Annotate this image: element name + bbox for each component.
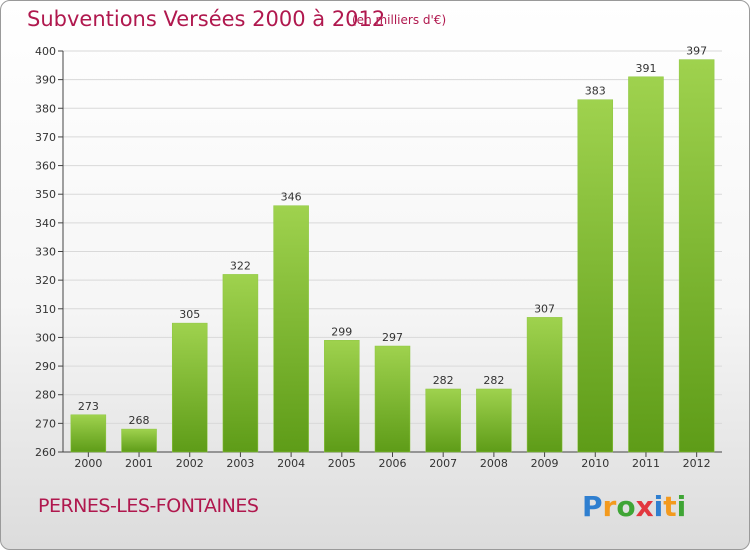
y-tick-label: 310 [35, 303, 56, 316]
bar-2008 [476, 388, 512, 453]
x-tick-label: 2004 [277, 457, 305, 470]
x-tick-label: 2012 [683, 457, 711, 470]
bar-2002 [171, 322, 208, 453]
x-tick-label: 2005 [328, 457, 356, 470]
bar-2005 [324, 340, 360, 453]
y-tick-label: 360 [35, 160, 56, 173]
bar-chart: 260 270 280 290 300 310 320 330 340 350 360 370 380 3… [35, 45, 722, 470]
y-tick-label: 320 [35, 274, 56, 287]
chart-title: Subventions Versées 2000 à 2012 [27, 7, 386, 31]
x-tick-label: 2001 [125, 457, 153, 470]
value-label: 299 [331, 325, 352, 338]
bar-2009 [526, 317, 563, 453]
y-tick-label: 260 [35, 446, 56, 459]
x-tick-label: 2006 [379, 457, 407, 470]
value-label: 346 [281, 191, 302, 204]
value-label: 397 [686, 45, 707, 58]
x-tick-label: 2000 [74, 457, 102, 470]
y-tick-label: 400 [35, 45, 56, 58]
commune-name: PERNES-LES-FONTAINES [38, 495, 259, 517]
x-tick-label: 2009 [531, 457, 559, 470]
bar-2000 [70, 414, 107, 453]
value-label: 383 [585, 85, 606, 98]
value-label: 297 [382, 331, 403, 344]
x-tick-label: 2011 [632, 457, 660, 470]
x-tick-label: 2008 [480, 457, 508, 470]
svg-text:Proxiti: Proxiti [582, 490, 686, 523]
y-tick-label: 270 [35, 417, 56, 430]
y-tick-label: 330 [35, 246, 56, 259]
y-tick-label: 350 [35, 188, 56, 201]
y-tick-label: 300 [35, 331, 56, 344]
bar-2003 [222, 274, 259, 453]
bar-2006 [374, 345, 411, 453]
value-label: 322 [230, 259, 251, 272]
x-tick-label: 2003 [226, 457, 254, 470]
value-label: 282 [483, 374, 504, 387]
proxiti-logo: Proxiti [582, 490, 686, 523]
x-tick-label: 2002 [176, 457, 204, 470]
chart-subtitle: (en milliers d'€) [352, 13, 447, 27]
bar-2011 [628, 76, 664, 453]
value-label: 273 [78, 400, 99, 413]
bar-2001 [121, 428, 157, 453]
y-tick-label: 280 [35, 389, 56, 402]
bar-2007 [425, 388, 461, 453]
value-label: 305 [179, 308, 200, 321]
x-tick-label: 2007 [429, 457, 457, 470]
value-label: 391 [635, 62, 656, 75]
labels: 273 2000 268 2001 305 2002 322 2003 346 2004 299 20… [74, 45, 710, 470]
bar-2012 [678, 59, 715, 453]
y-tick-label: 380 [35, 102, 56, 115]
y-tick-label: 290 [35, 360, 56, 373]
bars [70, 59, 715, 453]
bar-2010 [577, 99, 614, 453]
value-label: 268 [129, 414, 150, 427]
y-tick-label: 370 [35, 131, 56, 144]
y-tick-label: 390 [35, 74, 56, 87]
y-tick-label: 340 [35, 217, 56, 230]
value-label: 307 [534, 302, 555, 315]
value-label: 282 [433, 374, 454, 387]
x-tick-label: 2010 [581, 457, 609, 470]
bar-2004 [273, 205, 309, 453]
